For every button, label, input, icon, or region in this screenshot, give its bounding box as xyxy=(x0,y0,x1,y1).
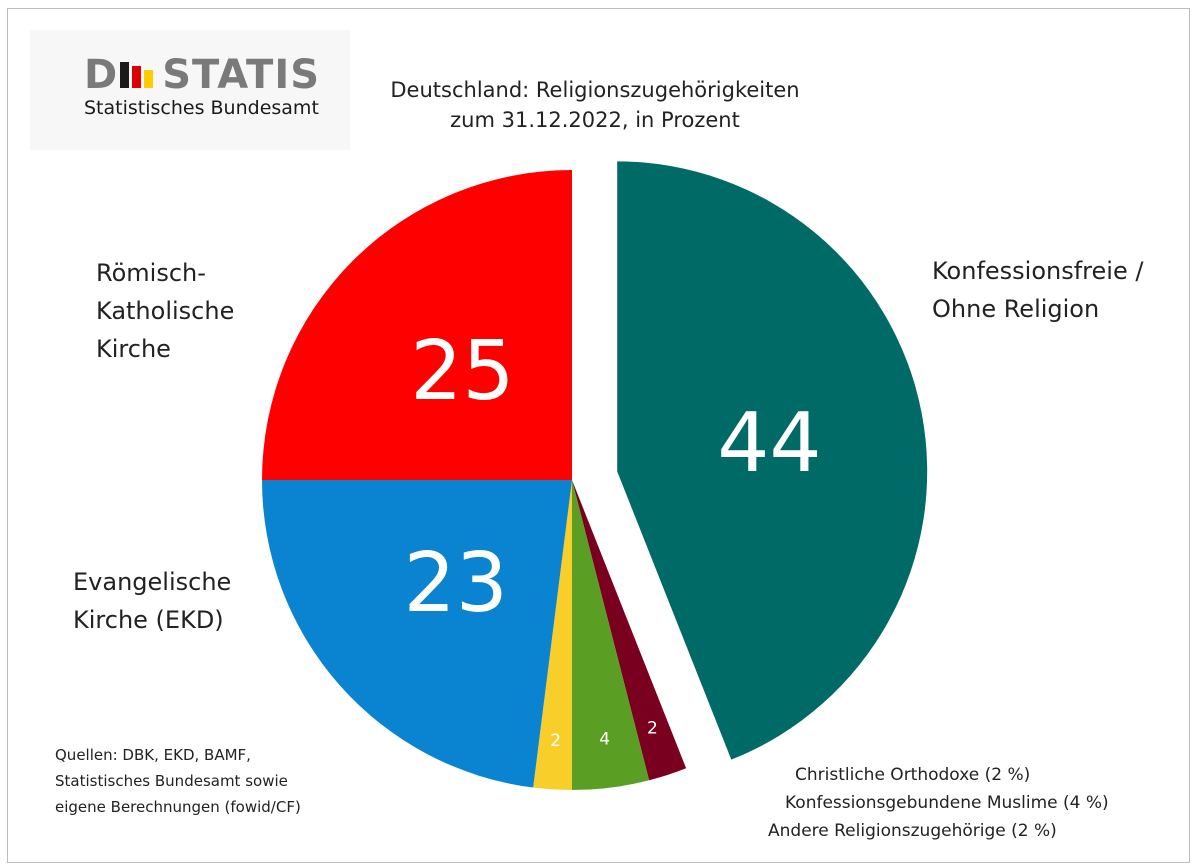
legend-muslime: Konfessionsgebundene Muslime (4 %) xyxy=(785,793,1109,813)
pie-slice-2 xyxy=(572,480,650,790)
destatis-logo: D STATIS Statistisches Bundesamt xyxy=(84,55,320,119)
pie-value-label-2: 4 xyxy=(599,729,610,749)
pie-value-label-0: 44 xyxy=(717,396,821,491)
pie-value-label-5: 25 xyxy=(410,324,514,419)
sources-note: Quellen: DBK, EKD, BAMF, Statistisches B… xyxy=(55,742,301,820)
pie-value-label-3: 2 xyxy=(550,731,561,751)
sources-line-2: Statistisches Bundesamt sowie xyxy=(55,772,288,790)
label-evangelisch: Evangelische Kirche (EKD) xyxy=(73,568,232,634)
chart-title-line-2: zum 31.12.2022, in Prozent xyxy=(450,108,740,132)
logo-wordmark: D STATIS xyxy=(84,52,321,98)
chart-frame xyxy=(7,8,1190,863)
chart-title: Deutschland: Religionszugehörigkeiten zu… xyxy=(330,75,860,135)
pie-value-label-1: 2 xyxy=(647,719,658,739)
logo-subtitle: Statistisches Bundesamt xyxy=(84,97,319,119)
pie-value-label-4: 23 xyxy=(404,536,508,631)
label-konfessionsfreie: Konfessionsfreie / Ohne Religion xyxy=(932,257,1144,323)
pie-slice-3 xyxy=(533,480,572,790)
chart-title-line-1: Deutschland: Religionszugehörigkeiten xyxy=(390,78,800,102)
pie-slice-4 xyxy=(262,480,572,788)
legend-andere: Andere Religionszugehörige (2 %) xyxy=(768,821,1057,841)
sources-line-1: Quellen: DBK, EKD, BAMF, xyxy=(55,746,251,764)
pie-slice-1 xyxy=(572,480,687,781)
logo-background xyxy=(30,30,350,150)
pie-slice-5 xyxy=(262,170,572,480)
pie-slice-0 xyxy=(617,161,928,760)
sources-line-3: eigene Berechnungen (fowid/CF) xyxy=(55,798,301,816)
logo-flag-bars xyxy=(118,58,162,88)
label-roemisch-katholisch: Römisch- Katholische Kirche xyxy=(96,259,235,363)
legend-orthodoxe: Christliche Orthodoxe (2 %) xyxy=(795,765,1031,785)
